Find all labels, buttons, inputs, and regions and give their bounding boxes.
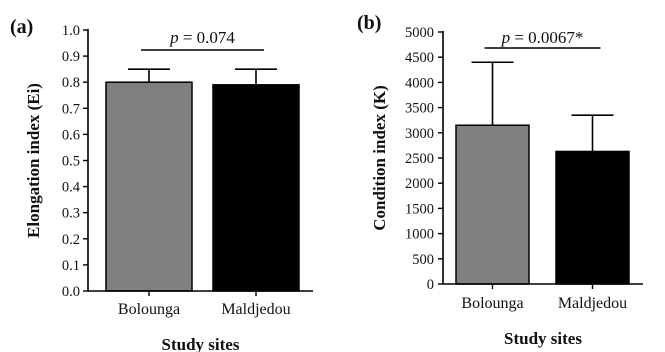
y-tick-label: 0.6 bbox=[62, 127, 80, 143]
y-axis-label: Condition index (K) bbox=[370, 85, 389, 230]
y-tick-label: 3500 bbox=[405, 101, 434, 117]
y-tick-label: 0.7 bbox=[62, 101, 80, 117]
y-tick-label: 0.9 bbox=[62, 49, 80, 65]
p-value-label: p = 0.074 bbox=[169, 28, 235, 47]
panel-label: (b) bbox=[357, 12, 381, 34]
y-tick-label: 0.8 bbox=[62, 75, 80, 91]
chart-panel-a: 0.0 0.1 0.2 0.3 0.4 0.5 0.6 0.7 0.8 0.9 1.0 Boloung… bbox=[10, 16, 313, 352]
y-tick-label: 0.3 bbox=[62, 206, 80, 222]
bar bbox=[455, 124, 530, 285]
x-tick-label: Maldjedou bbox=[558, 295, 627, 312]
y-tick-label: 4000 bbox=[405, 75, 434, 91]
x-tick-label: Bolounga bbox=[461, 295, 523, 312]
y-tick-label: 0 bbox=[427, 277, 434, 293]
panel-label: (a) bbox=[10, 16, 33, 38]
y-tick-label: 500 bbox=[412, 252, 434, 268]
bar bbox=[555, 150, 630, 285]
y-tick-label: 0.0 bbox=[62, 284, 80, 300]
x-tick-label: Bolounga bbox=[118, 301, 180, 318]
y-tick-label: 5000 bbox=[405, 25, 434, 41]
y-tick-label: 3000 bbox=[405, 126, 434, 142]
x-tick-label: Maldjedou bbox=[221, 301, 290, 318]
y-tick-label: 0.2 bbox=[62, 232, 80, 248]
y-tick-label: 4500 bbox=[405, 50, 434, 66]
p-value-label: p = 0.0067* bbox=[501, 28, 584, 47]
x-axis-label: Study sites bbox=[504, 329, 582, 348]
y-tick-label: 0.5 bbox=[62, 154, 80, 170]
y-tick-label: 2000 bbox=[405, 176, 434, 192]
y-tick-label: 0.1 bbox=[62, 258, 80, 274]
chart-panel-b: 0 500 1000 1500 2000 2500 3000 3500 4000 4500 5000… bbox=[357, 12, 643, 348]
y-tick-label: 1.0 bbox=[62, 23, 80, 39]
y-tick-label: 1000 bbox=[405, 227, 434, 243]
y-tick-label: 2500 bbox=[405, 151, 434, 167]
x-axis-label: Study sites bbox=[162, 335, 240, 352]
y-axis-label: Elongation index (Ei) bbox=[24, 83, 43, 238]
y-tick-label: 1500 bbox=[405, 201, 434, 217]
bar bbox=[212, 84, 300, 292]
bar bbox=[105, 81, 193, 292]
y-tick-label: 0.4 bbox=[62, 180, 81, 196]
